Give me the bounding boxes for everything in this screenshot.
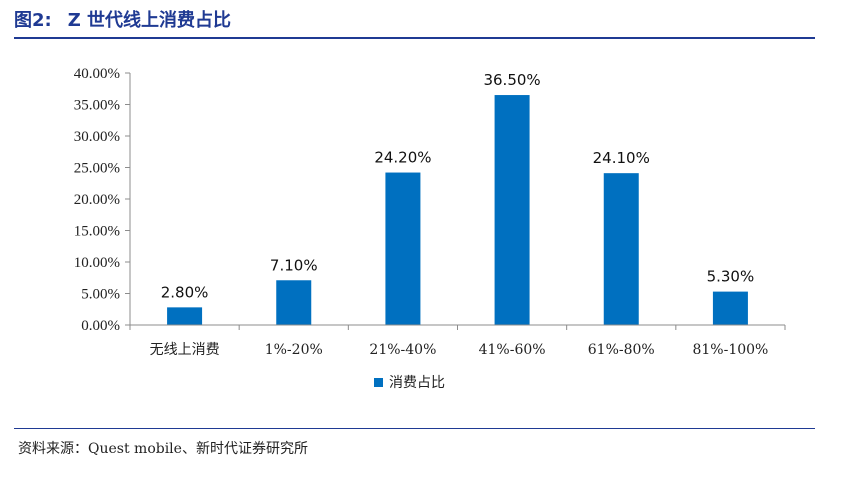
y-tick-label: 25.00%	[74, 161, 120, 177]
y-tick-label: 20.00%	[74, 192, 120, 208]
x-category-label: 1%-20%	[265, 342, 323, 358]
x-category-label: 81%-100%	[692, 342, 768, 358]
bar	[494, 95, 530, 325]
x-axis: 无线上消费 1%-20% 21%-40% 41%-60% 61%-80% 81%-100%	[129, 324, 786, 358]
data-label: 24.10%	[593, 149, 650, 167]
x-category-label: 61%-80%	[588, 342, 655, 358]
data-label: 7.10%	[270, 256, 318, 274]
bars	[167, 95, 748, 325]
y-tick-label: 30.00%	[74, 129, 120, 145]
bottom-rule	[14, 428, 815, 429]
y-tick-label: 5.00%	[81, 287, 120, 303]
data-label: 5.30%	[707, 268, 755, 286]
y-tick-label: 40.00%	[74, 66, 120, 82]
legend: 消费占比	[374, 375, 445, 391]
bar-chart: 0.00% 5.00% 10.00% 15.00% 20.00% 25.00% 30.00%…	[74, 66, 786, 391]
y-axis: 0.00% 5.00% 10.00% 15.00% 20.00% 25.00% 30.00%…	[74, 66, 131, 334]
legend-label: 消费占比	[389, 375, 445, 391]
figure-title-text: Z 世代线上消费占比	[67, 10, 232, 31]
top-rule	[14, 37, 815, 39]
bar	[603, 173, 639, 325]
legend-swatch	[374, 378, 383, 387]
y-tick-label: 35.00%	[74, 98, 120, 114]
data-label: 36.50%	[483, 71, 540, 89]
data-label: 24.20%	[374, 149, 431, 167]
y-tick-label: 10.00%	[74, 255, 120, 271]
bar	[276, 280, 312, 325]
x-category-label: 41%-60%	[479, 342, 546, 358]
x-category-label: 无线上消费	[150, 342, 220, 358]
data-labels: 2.80% 7.10% 24.20% 36.50% 24.10% 5.30%	[161, 71, 754, 301]
data-label: 2.80%	[161, 283, 209, 301]
x-category-label: 21%-40%	[369, 342, 436, 358]
figure-number: 图2:	[14, 10, 52, 31]
bar	[385, 172, 421, 325]
source-note: 资料来源：Quest mobile、新时代证券研究所	[18, 441, 308, 457]
y-tick-label: 0.00%	[81, 318, 120, 334]
bar	[712, 291, 748, 325]
figure-title: 图2: Z 世代线上消费占比	[14, 6, 231, 32]
bar	[167, 307, 203, 325]
y-tick-label: 15.00%	[74, 224, 120, 240]
